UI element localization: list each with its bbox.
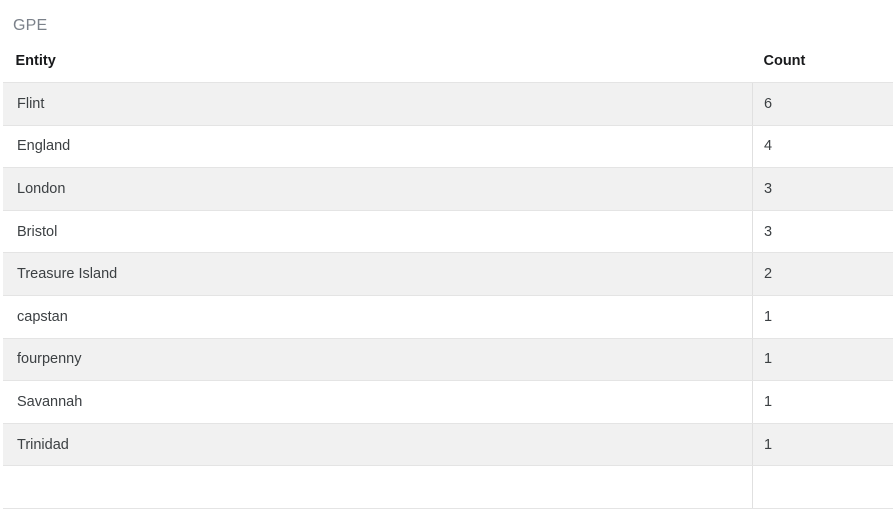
page-title: GPE [13,16,47,36]
table-row[interactable]: England 4 [2,125,893,168]
table-row[interactable]: capstan 1 [2,295,893,338]
cell-entity: fourpenny [2,338,753,381]
table-row-partial[interactable] [2,466,893,509]
cell-count: 3 [753,210,893,253]
cell-count: 3 [753,168,893,211]
cell-count [753,466,893,509]
table-header: Entity Count [2,41,893,83]
cell-entity: England [2,125,753,168]
cell-count: 1 [753,338,893,381]
entity-count-table: Entity Count Flint 6 England 4 London 3 … [0,41,893,509]
table-row[interactable]: Bristol 3 [2,210,893,253]
cell-count: 1 [753,381,893,424]
cell-entity: capstan [2,295,753,338]
column-header-entity[interactable]: Entity [2,41,753,83]
table-header-row: Entity Count [2,41,893,83]
entity-count-panel: GPE Entity Count Flint 6 England 4 Londo… [0,0,893,481]
cell-entity [2,466,753,509]
cell-entity: Trinidad [2,423,753,466]
cell-count: 2 [753,253,893,296]
cell-count: 4 [753,125,893,168]
table-body: Flint 6 England 4 London 3 Bristol 3 Tre… [2,83,893,509]
table-row[interactable]: Savannah 1 [2,381,893,424]
cell-count: 6 [753,83,893,126]
cell-entity: Savannah [2,381,753,424]
cell-entity: Bristol [2,210,753,253]
column-header-count[interactable]: Count [753,41,893,83]
cell-entity: Treasure Island [2,253,753,296]
table-row[interactable]: London 3 [2,168,893,211]
table-row[interactable]: Trinidad 1 [2,423,893,466]
cell-entity: Flint [2,83,753,126]
cell-entity: London [2,168,753,211]
cell-count: 1 [753,295,893,338]
cell-count: 1 [753,423,893,466]
table-row[interactable]: fourpenny 1 [2,338,893,381]
table-row[interactable]: Flint 6 [2,83,893,126]
table-row[interactable]: Treasure Island 2 [2,253,893,296]
